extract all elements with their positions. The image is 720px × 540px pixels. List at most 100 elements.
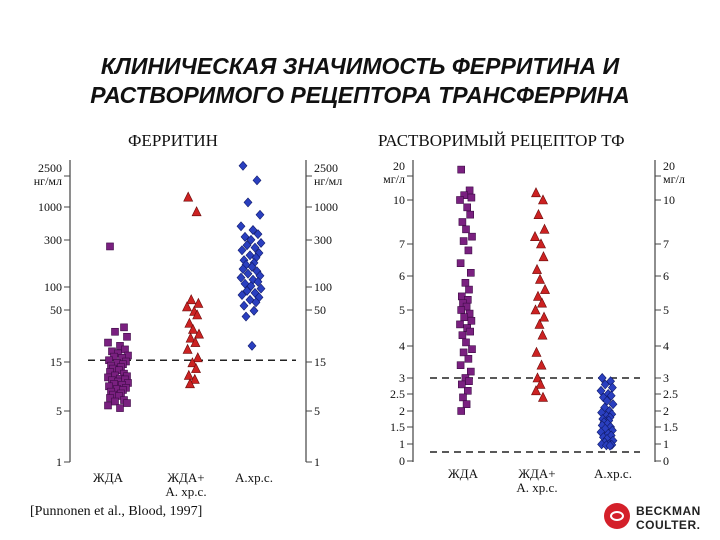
ferritin-point-square bbox=[104, 401, 112, 410]
ferritin-right-tick-label: 5 bbox=[314, 404, 320, 418]
ferritin-point-diamond bbox=[256, 283, 266, 294]
stfr-point-diamond bbox=[600, 379, 610, 390]
stfr-category-label: А.хр.с. bbox=[594, 466, 632, 481]
ferritin-point-triangle bbox=[183, 191, 194, 202]
ferritin-left-tick-label: 100 bbox=[44, 280, 62, 294]
stfr-point-square bbox=[456, 361, 465, 370]
stfr-point-square bbox=[462, 400, 471, 409]
stfr-point-diamond bbox=[606, 390, 616, 401]
ferritin-point-triangle bbox=[191, 362, 201, 373]
stfr-point-square bbox=[466, 327, 475, 336]
slide-title: КЛИНИЧЕСКАЯ ЗНАЧИМОСТЬ ФЕРРИТИНА И РАСТВ… bbox=[0, 52, 720, 110]
stfr-point-square bbox=[464, 354, 473, 363]
stfr-left-tick-label: 2.5 bbox=[390, 387, 405, 401]
ferritin-point-square bbox=[116, 404, 124, 412]
stfr-right-tick-label: 7 bbox=[663, 237, 669, 251]
stfr-point-square bbox=[456, 320, 464, 329]
ferritin-point-triangle bbox=[187, 357, 198, 368]
logo-text-line1: BECKMAN bbox=[636, 504, 701, 518]
ferritin-point-diamond bbox=[247, 261, 257, 272]
stfr-point-square bbox=[459, 348, 468, 357]
stfr-left-tick-label: 0 bbox=[399, 454, 405, 468]
ferritin-right-tick-label: 2500 нг/мл bbox=[314, 161, 342, 188]
stfr-point-diamond bbox=[608, 399, 618, 410]
stfr-left-tick-label: 10 bbox=[393, 193, 405, 207]
ferritin-point-diamond bbox=[237, 245, 247, 256]
citation: [Punnonen et al., Blood, 1997] bbox=[30, 504, 203, 519]
stfr-left-tick-label: 7 bbox=[399, 237, 405, 251]
ferritin-point-diamond bbox=[253, 276, 263, 287]
ferritin-point-diamond bbox=[242, 240, 252, 251]
stfr-point-square bbox=[467, 316, 476, 325]
ferritin-left-tick-label: 2500 нг/мл bbox=[34, 161, 62, 188]
ferritin-right-tick-label: 100 bbox=[314, 280, 332, 294]
ferritin-point-diamond bbox=[239, 300, 249, 311]
stfr-point-triangle bbox=[539, 223, 550, 234]
stfr-point-square bbox=[457, 407, 466, 415]
logo-mark-icon bbox=[604, 503, 630, 529]
stfr-right-tick-label: 1.5 bbox=[663, 420, 678, 434]
stfr-point-triangle bbox=[535, 378, 546, 389]
ferritin-point-diamond bbox=[237, 290, 247, 301]
ferritin-left-tick-label: 300 bbox=[44, 233, 62, 247]
ferritin-point-diamond bbox=[247, 340, 257, 351]
stfr-right-tick-label: 4 bbox=[663, 339, 669, 353]
stfr-point-square bbox=[468, 232, 476, 241]
ferritin-point-triangle bbox=[184, 317, 195, 328]
stfr-point-triangle bbox=[530, 230, 540, 241]
ferritin-point-triangle bbox=[188, 323, 198, 334]
ferritin-point-triangle bbox=[192, 352, 203, 363]
stfr-point-triangle bbox=[532, 372, 543, 383]
ferritin-left-tick-label: 5 bbox=[56, 404, 62, 418]
stfr-point-square bbox=[465, 377, 473, 386]
title-line-1: КЛИНИЧЕСКАЯ ЗНАЧИМОСТЬ ФЕРРИТИНА И bbox=[100, 53, 620, 79]
stfr-point-square bbox=[467, 193, 476, 202]
ferritin-point-diamond bbox=[250, 242, 260, 253]
stfr-point-square bbox=[462, 225, 470, 234]
stfr-point-square bbox=[464, 246, 473, 255]
ferritin-point-diamond bbox=[236, 221, 246, 232]
ferritin-point-triangle bbox=[183, 369, 194, 380]
stfr-point-triangle bbox=[540, 283, 550, 294]
stfr-point-triangle bbox=[539, 311, 549, 322]
stfr-point-square bbox=[457, 165, 466, 174]
stfr-left-tick-label: 2 bbox=[399, 404, 405, 418]
ferritin-point-triangle bbox=[193, 297, 204, 308]
ferritin-point-diamond bbox=[240, 231, 250, 242]
ferritin-right-tick-label: 300 bbox=[314, 233, 332, 247]
stfr-point-triangle bbox=[537, 329, 548, 340]
stfr-left-tick-label: 3 bbox=[399, 371, 405, 385]
ferritin-point-diamond bbox=[242, 285, 252, 296]
stfr-left-tick-label: 6 bbox=[399, 269, 405, 283]
stfr-point-square bbox=[466, 367, 475, 376]
ferritin-category-label: ЖДА+ А. хр.с. bbox=[165, 470, 206, 499]
stfr-point-square bbox=[459, 393, 467, 402]
beckman-coulter-logo: BECKMAN COULTER. bbox=[604, 501, 714, 533]
ferritin-point-diamond bbox=[246, 234, 256, 245]
stfr-left-tick-label: 4 bbox=[399, 339, 405, 353]
ferritin-point-triangle bbox=[186, 294, 197, 305]
stfr-point-square bbox=[458, 331, 467, 340]
stfr-point-triangle bbox=[536, 238, 546, 249]
stfr-right-tick-label: 6 bbox=[663, 269, 669, 283]
ferritin-left-tick-label: 15 bbox=[50, 355, 62, 369]
stfr-point-triangle bbox=[533, 290, 543, 301]
ferritin-left-tick-label: 1 bbox=[56, 455, 62, 469]
ferritin-category-label: ЖДА bbox=[93, 470, 124, 485]
logo-text-line2: COULTER. bbox=[636, 518, 701, 532]
ferritin-point-triangle bbox=[191, 206, 202, 217]
ferritin-point-diamond bbox=[249, 305, 259, 316]
ferritin-point-square bbox=[104, 338, 112, 347]
stfr-right-tick-label: 1 bbox=[663, 437, 669, 451]
ferritin-point-diamond bbox=[255, 209, 265, 220]
stfr-left-tick-label: 5 bbox=[399, 303, 405, 317]
stfr-right-tick-label: 20 мг/л bbox=[663, 159, 685, 186]
stfr-point-triangle bbox=[531, 187, 541, 198]
stfr-right-tick-label: 10 bbox=[663, 193, 675, 207]
ferritin-point-diamond bbox=[251, 297, 261, 308]
stfr-point-square bbox=[463, 203, 472, 212]
stfr-point-square bbox=[461, 278, 470, 287]
ferritin-point-square bbox=[106, 242, 114, 251]
ferritin-point-diamond bbox=[256, 238, 266, 248]
